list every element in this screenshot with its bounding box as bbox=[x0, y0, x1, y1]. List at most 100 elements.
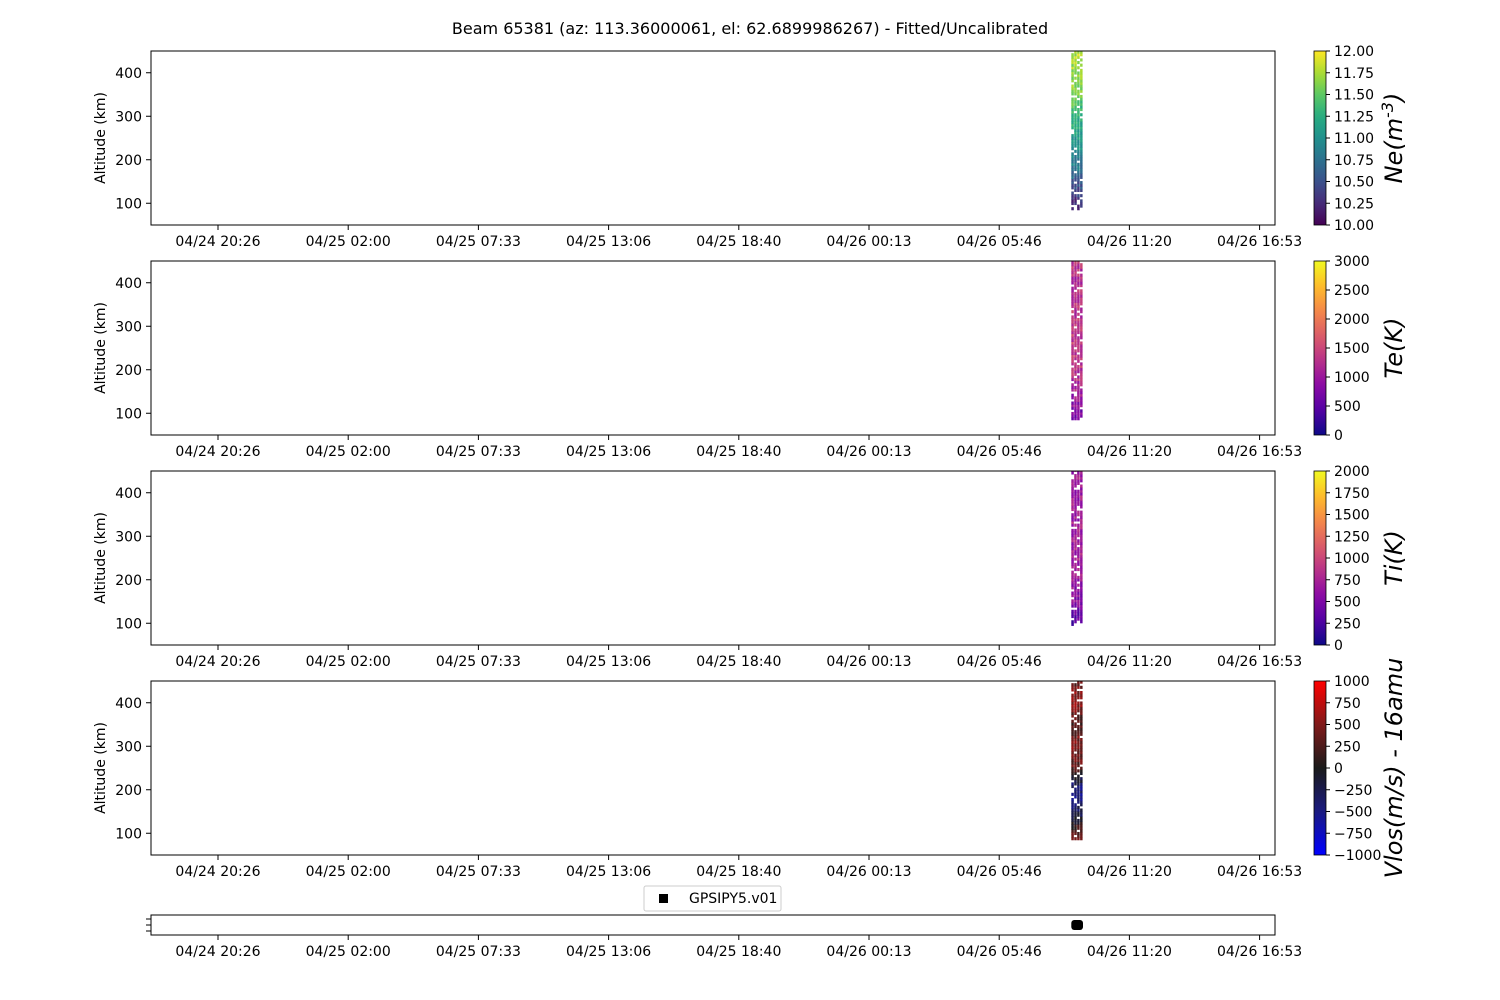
heatmap-cells bbox=[1071, 261, 1083, 421]
heatmap-cell bbox=[1074, 476, 1077, 480]
heatmap-cell bbox=[1071, 609, 1074, 613]
heatmap-cell bbox=[1077, 612, 1080, 616]
heatmap-cell bbox=[1080, 717, 1083, 721]
colorbar: 0 250 500 750 1000 1250 1500 1750 2000 Ti(K) bbox=[1313, 464, 1408, 654]
heatmap-cell bbox=[1071, 404, 1074, 408]
heatmap-cell bbox=[1071, 323, 1074, 327]
heatmap-cell bbox=[1071, 92, 1074, 96]
heatmap-cell bbox=[1080, 276, 1083, 280]
x-tick-label: 04/25 07:33 bbox=[436, 444, 521, 460]
heatmap-cell bbox=[1077, 547, 1080, 551]
heatmap-cell bbox=[1074, 706, 1077, 710]
heatmap-cell bbox=[1080, 378, 1083, 382]
heatmap-cell bbox=[1071, 302, 1074, 306]
heatmap-cell bbox=[1071, 268, 1074, 272]
heatmap-cell bbox=[1071, 328, 1074, 332]
heatmap-cell bbox=[1071, 417, 1074, 421]
heatmap-cell bbox=[1077, 761, 1080, 765]
heatmap-cell bbox=[1077, 834, 1080, 838]
heatmap-cell bbox=[1077, 774, 1080, 778]
heatmap-cell bbox=[1077, 552, 1080, 556]
heatmap-cell bbox=[1071, 113, 1074, 117]
heatmap-cell bbox=[1077, 717, 1080, 721]
heatmap-cell bbox=[1074, 294, 1077, 298]
heatmap-cell bbox=[1077, 800, 1080, 804]
x-tick-label: 04/26 00:13 bbox=[826, 944, 911, 960]
heatmap-cell bbox=[1077, 497, 1080, 501]
x-tick-label: 04/26 16:53 bbox=[1217, 444, 1302, 460]
heatmap-cell bbox=[1071, 278, 1074, 282]
heatmap-cell bbox=[1074, 717, 1077, 721]
heatmap-cell bbox=[1077, 541, 1080, 546]
heatmap-cell bbox=[1080, 513, 1083, 517]
colorbar-tick-label: 750 bbox=[1334, 696, 1361, 712]
heatmap-cell bbox=[1077, 730, 1080, 734]
colorbar-tick-label: 500 bbox=[1334, 399, 1361, 415]
heatmap-cell bbox=[1080, 128, 1083, 132]
heatmap-cell bbox=[1074, 777, 1077, 781]
heatmap-cell bbox=[1077, 157, 1080, 161]
heatmap-cell bbox=[1071, 333, 1074, 337]
heatmap-cell bbox=[1071, 265, 1074, 269]
heatmap-cell bbox=[1077, 204, 1080, 208]
heatmap-cell bbox=[1074, 617, 1077, 621]
heatmap-cell bbox=[1074, 803, 1077, 807]
heatmap-cell bbox=[1077, 349, 1080, 353]
heatmap-cell bbox=[1074, 513, 1077, 517]
heatmap-cell bbox=[1071, 55, 1074, 59]
heatmap-cell bbox=[1080, 68, 1083, 72]
heatmap-cell bbox=[1077, 691, 1080, 695]
heatmap-cell bbox=[1071, 706, 1074, 710]
colorbar-tick-label: 2000 bbox=[1334, 464, 1370, 480]
heatmap-cell bbox=[1074, 157, 1077, 161]
heatmap-cell bbox=[1071, 837, 1074, 841]
heatmap-cell bbox=[1074, 756, 1077, 760]
heatmap-cell bbox=[1077, 110, 1080, 114]
colorbar-bar bbox=[1313, 260, 1327, 436]
heatmap-cell bbox=[1077, 207, 1080, 211]
heatmap-cell bbox=[1074, 614, 1077, 619]
heatmap-cell bbox=[1074, 261, 1077, 264]
colorbar-tick-label: 750 bbox=[1334, 573, 1361, 589]
heatmap-cell bbox=[1074, 596, 1077, 600]
heatmap-cell bbox=[1080, 333, 1083, 337]
heatmap-cell bbox=[1071, 276, 1074, 280]
heatmap-cell bbox=[1077, 181, 1080, 185]
colorbar-tick-label: 500 bbox=[1334, 595, 1361, 611]
heatmap-cell bbox=[1074, 398, 1077, 402]
heatmap-cell bbox=[1077, 685, 1080, 689]
heatmap-cell bbox=[1074, 128, 1077, 132]
heatmap-cell bbox=[1080, 693, 1083, 697]
heatmap-cell bbox=[1080, 118, 1083, 122]
y-tick-label: 200 bbox=[115, 153, 142, 169]
heatmap-cell bbox=[1077, 562, 1080, 566]
heatmap-cell bbox=[1077, 383, 1080, 387]
heatmap-cell bbox=[1071, 531, 1074, 535]
heatmap-cell bbox=[1071, 821, 1074, 825]
heatmap-cell bbox=[1074, 175, 1077, 179]
heatmap-cell bbox=[1074, 709, 1077, 713]
heatmap-cell bbox=[1077, 66, 1080, 70]
heatmap-cell bbox=[1080, 691, 1083, 695]
heatmap-cell bbox=[1074, 113, 1077, 117]
heatmap-cell bbox=[1077, 84, 1080, 88]
x-tick-label: 04/26 00:13 bbox=[826, 654, 911, 670]
heatmap-cell bbox=[1074, 604, 1077, 608]
heatmap-cell bbox=[1080, 354, 1083, 358]
heatmap-cell bbox=[1071, 792, 1074, 796]
heatmap-cell bbox=[1080, 81, 1083, 85]
heatmap-cell bbox=[1074, 404, 1077, 408]
x-tick-label: 04/25 02:00 bbox=[306, 864, 391, 880]
y-axis-label: Altitude (km) bbox=[93, 512, 109, 604]
heatmap-cell bbox=[1077, 489, 1080, 493]
heatmap-cell bbox=[1077, 594, 1080, 598]
heatmap-cell bbox=[1074, 782, 1077, 786]
colorbar-label: Vlos(m/s) - 16amu bbox=[1380, 658, 1408, 879]
heatmap-cell bbox=[1080, 79, 1083, 83]
heatmap-cell bbox=[1074, 484, 1077, 488]
heatmap-cell bbox=[1074, 302, 1077, 306]
heatmap-cell bbox=[1080, 787, 1083, 791]
heatmap-cell bbox=[1077, 531, 1080, 535]
heatmap-cell bbox=[1074, 71, 1077, 75]
x-tick-label: 04/25 07:33 bbox=[436, 234, 521, 250]
